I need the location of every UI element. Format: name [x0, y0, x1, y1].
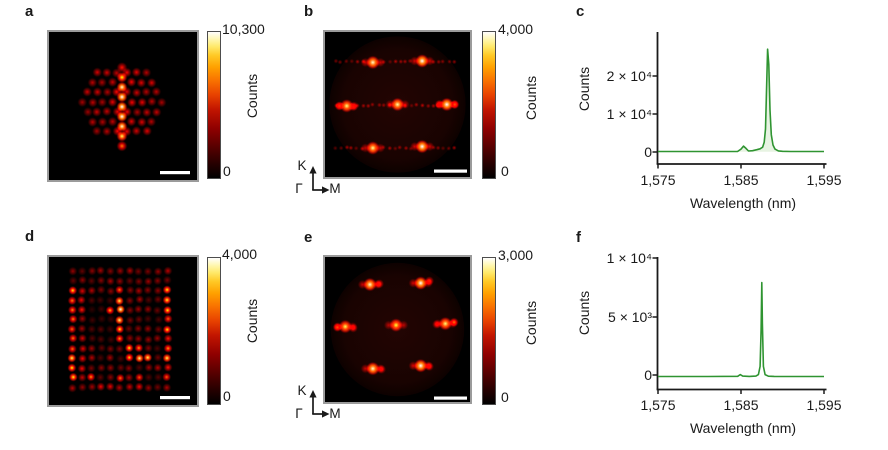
fourier-space-image-b [323, 30, 472, 179]
colorbar-b [482, 31, 496, 179]
spectrum-c-xtick-1575: 1,575 [640, 172, 676, 188]
spectrum-c-xtick-1585: 1,585 [723, 172, 759, 188]
colorbar-a-title: Counts [244, 73, 260, 119]
spectrum-c-ytick-2e4: 2 × 10⁴ [606, 68, 652, 84]
real-space-image-d [47, 255, 199, 407]
gamma-axis-label-e: Γ [295, 406, 303, 421]
colorbar-b-max-label: 4,000 [498, 21, 534, 37]
spectrum-c-ytick-1e4: 1 × 10⁴ [606, 106, 652, 122]
panel-label-a: a [25, 3, 34, 20]
spectrum-c-xtick-1595: 1,595 [806, 172, 842, 188]
real-space-canvas-a [49, 32, 197, 180]
panel-label-e: e [304, 229, 313, 246]
colorbar-e [482, 257, 496, 405]
m-arrowhead-b [322, 186, 330, 194]
spectrum-f-xlabel: Wavelength (nm) [689, 420, 797, 436]
k-arrowhead-b [309, 166, 317, 174]
k-axis-label-e: K [297, 383, 307, 398]
spectrum-f-ytick-0: 0 [644, 367, 652, 383]
colorbar-e-min-label: 0 [501, 389, 509, 405]
colorbar-a-max-label: 10,300 [222, 21, 265, 37]
colorbar-b-title: Counts [523, 75, 539, 121]
colorbar-a-min-label: 0 [223, 163, 231, 179]
real-space-image-a [47, 30, 199, 182]
spectrum-c-line [658, 48, 824, 153]
spectrum-f-line [658, 281, 824, 378]
fourier-space-canvas-e [325, 257, 470, 402]
fourier-space-canvas-b [325, 32, 470, 177]
spectrum-f-xtick-1585: 1,585 [723, 397, 759, 413]
m-arrowhead-e [322, 410, 330, 418]
colorbar-d-max-label: 4,000 [222, 246, 258, 262]
colorbar-d-min-label: 0 [223, 388, 231, 404]
panel-label-f: f [576, 229, 581, 246]
k-arrowhead-e [309, 390, 317, 398]
gamma-axis-label-b: Γ [295, 181, 303, 196]
colorbar-a [207, 31, 221, 179]
m-axis-label-b: M [329, 181, 341, 196]
colorbar-d-title: Counts [244, 298, 260, 344]
panel-label-c: c [576, 3, 585, 20]
k-axis-label-b: K [297, 158, 307, 173]
fourier-space-image-e [323, 255, 472, 404]
spectrum-c-fill [658, 49, 824, 152]
spectrum-f-ytick-1e4: 1 × 10⁴ [606, 250, 652, 266]
real-space-canvas-d [49, 257, 197, 405]
spectrum-f-xtick-1575: 1,575 [640, 397, 676, 413]
colorbar-e-title: Counts [523, 300, 539, 346]
spectrum-f-ytick-5e3: 5 × 10³ [608, 309, 652, 325]
colorbar-b-min-label: 0 [501, 163, 509, 179]
panel-label-b: b [304, 3, 314, 20]
colorbar-d [207, 257, 221, 405]
panel-label-d: d [25, 228, 35, 245]
colorbar-e-max-label: 3,000 [498, 247, 534, 263]
spectrum-c-xlabel: Wavelength (nm) [689, 195, 797, 211]
spectrum-f-xtick-1595: 1,595 [806, 397, 842, 413]
spectrum-c-ytick-0: 0 [644, 144, 652, 160]
m-axis-label-e: M [329, 406, 341, 421]
